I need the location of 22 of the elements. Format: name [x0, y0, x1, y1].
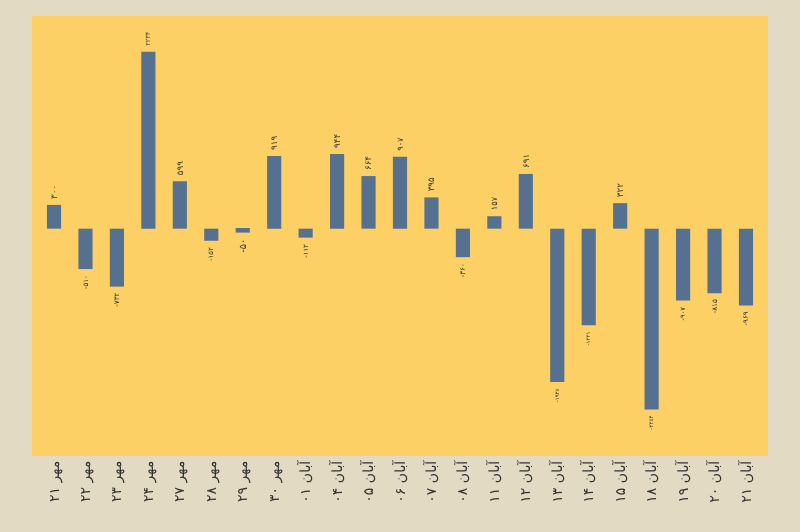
- bar: [46, 204, 62, 229]
- bar: [644, 228, 659, 410]
- bar: [330, 153, 345, 229]
- bar: [518, 173, 533, 229]
- bar: [455, 228, 470, 258]
- bar: [676, 228, 691, 301]
- bar: [361, 176, 376, 229]
- bar: [298, 228, 313, 238]
- bar: [424, 197, 439, 229]
- bar: [581, 228, 596, 326]
- bar: [392, 156, 408, 229]
- bar: [707, 228, 722, 294]
- bar: [78, 228, 93, 270]
- bar: [487, 216, 502, 229]
- bar: [267, 155, 282, 229]
- bar: [141, 51, 156, 229]
- bar: [172, 181, 187, 229]
- bar: [109, 228, 124, 287]
- bar: [204, 228, 219, 241]
- bar: [613, 203, 628, 229]
- bar: [738, 228, 754, 306]
- bar: [550, 228, 565, 383]
